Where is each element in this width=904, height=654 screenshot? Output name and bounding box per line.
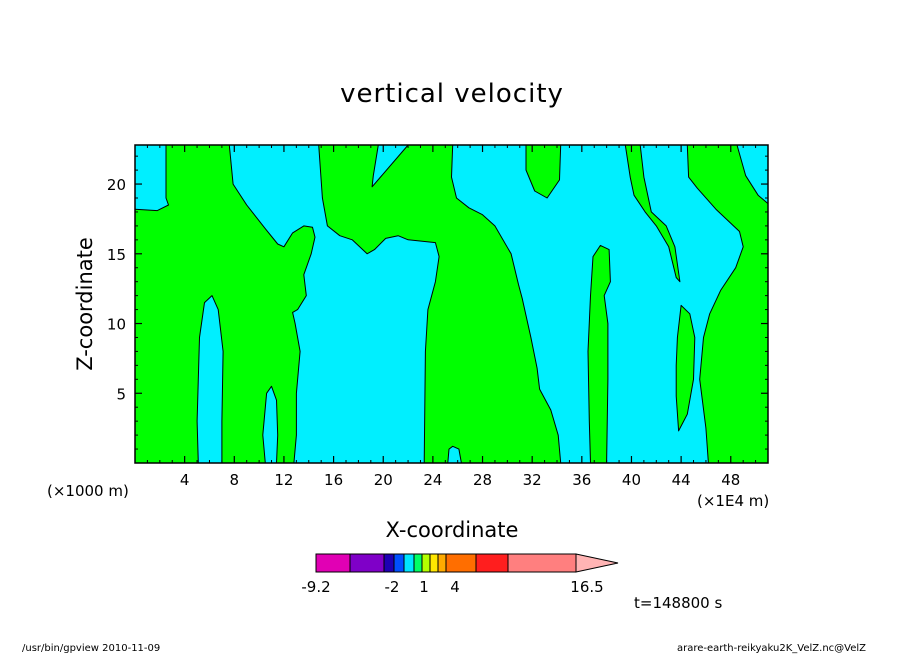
- x-tick-label: 12: [274, 471, 293, 489]
- upward-region-6: [675, 304, 696, 432]
- x-tick-label: 8: [230, 471, 240, 489]
- upward-regions: [134, 144, 769, 464]
- upward-region-4: [624, 144, 681, 283]
- colorbar-tick-label: 4: [450, 578, 460, 596]
- colorbar-segment-2: [383, 553, 395, 573]
- colorbar-segment-5: [413, 553, 423, 573]
- x-tick-label: 4: [180, 471, 190, 489]
- x-axis-ticks: 4 8 12 16 20 24 28 32 36 40 44 48: [146, 145, 757, 489]
- colorbar-tick-label: 1: [419, 578, 429, 596]
- colorbar-segment-10: [475, 553, 509, 573]
- footer-left: /usr/bin/gpview 2010-11-09: [22, 643, 160, 654]
- x-unit-label: (×1000 m): [47, 482, 129, 500]
- colorbar-tick-label: 16.5: [570, 578, 603, 596]
- upward-region-5: [686, 144, 769, 464]
- x-tick-label: 32: [523, 471, 542, 489]
- colorbar-labels: -9.2 -2 1 4 16.5: [301, 578, 603, 596]
- colorbar-segment-8: [437, 553, 447, 573]
- x-tick-label: 36: [572, 471, 591, 489]
- colorbar-segment-4: [403, 553, 415, 573]
- colorbar-tick-label: -2: [385, 578, 400, 596]
- colorbar-segment-7: [429, 553, 439, 573]
- colorbar-segment-6: [421, 553, 431, 573]
- chart-title: vertical velocity: [340, 79, 564, 109]
- colorbar-segment-9: [445, 553, 477, 573]
- colorbar-tick-label: -9.2: [301, 578, 330, 596]
- colorbar-segment-0: [315, 553, 351, 573]
- x-tick-label: 28: [473, 471, 492, 489]
- colorbar: [315, 553, 619, 573]
- upward-region-3: [587, 244, 611, 464]
- valid-time-label: t=148800 s: [634, 594, 722, 612]
- footer-right: arare-earth-reikyaku2K_VelZ.nc@VelZ: [677, 643, 866, 654]
- y-tick-label: 5: [116, 385, 126, 403]
- plot-frame: [134, 144, 769, 464]
- y-tick-label: 20: [107, 176, 126, 194]
- colorbar-segment-1: [349, 553, 385, 573]
- colorbar-segment-11: [507, 553, 577, 573]
- x-tick-label: 40: [622, 471, 641, 489]
- colorbar-arrow: [575, 553, 619, 573]
- x-tick-label: 44: [672, 471, 691, 489]
- x-tick-label: 16: [324, 471, 343, 489]
- y-tick-label: 10: [107, 316, 126, 334]
- colorbar-segment-3: [393, 553, 405, 573]
- x-tick-label: 24: [423, 471, 442, 489]
- y-axis-label: Z-coordinate: [73, 237, 97, 371]
- x-axis-label: X-coordinate: [386, 518, 519, 542]
- y-tick-label: 15: [107, 246, 126, 264]
- x-tick-label: 20: [374, 471, 393, 489]
- x-tick-label: 48: [721, 471, 740, 489]
- x-scale-label: (×1E4 m): [697, 492, 769, 510]
- y-axis-ticks: 5 10 15 20: [107, 155, 768, 450]
